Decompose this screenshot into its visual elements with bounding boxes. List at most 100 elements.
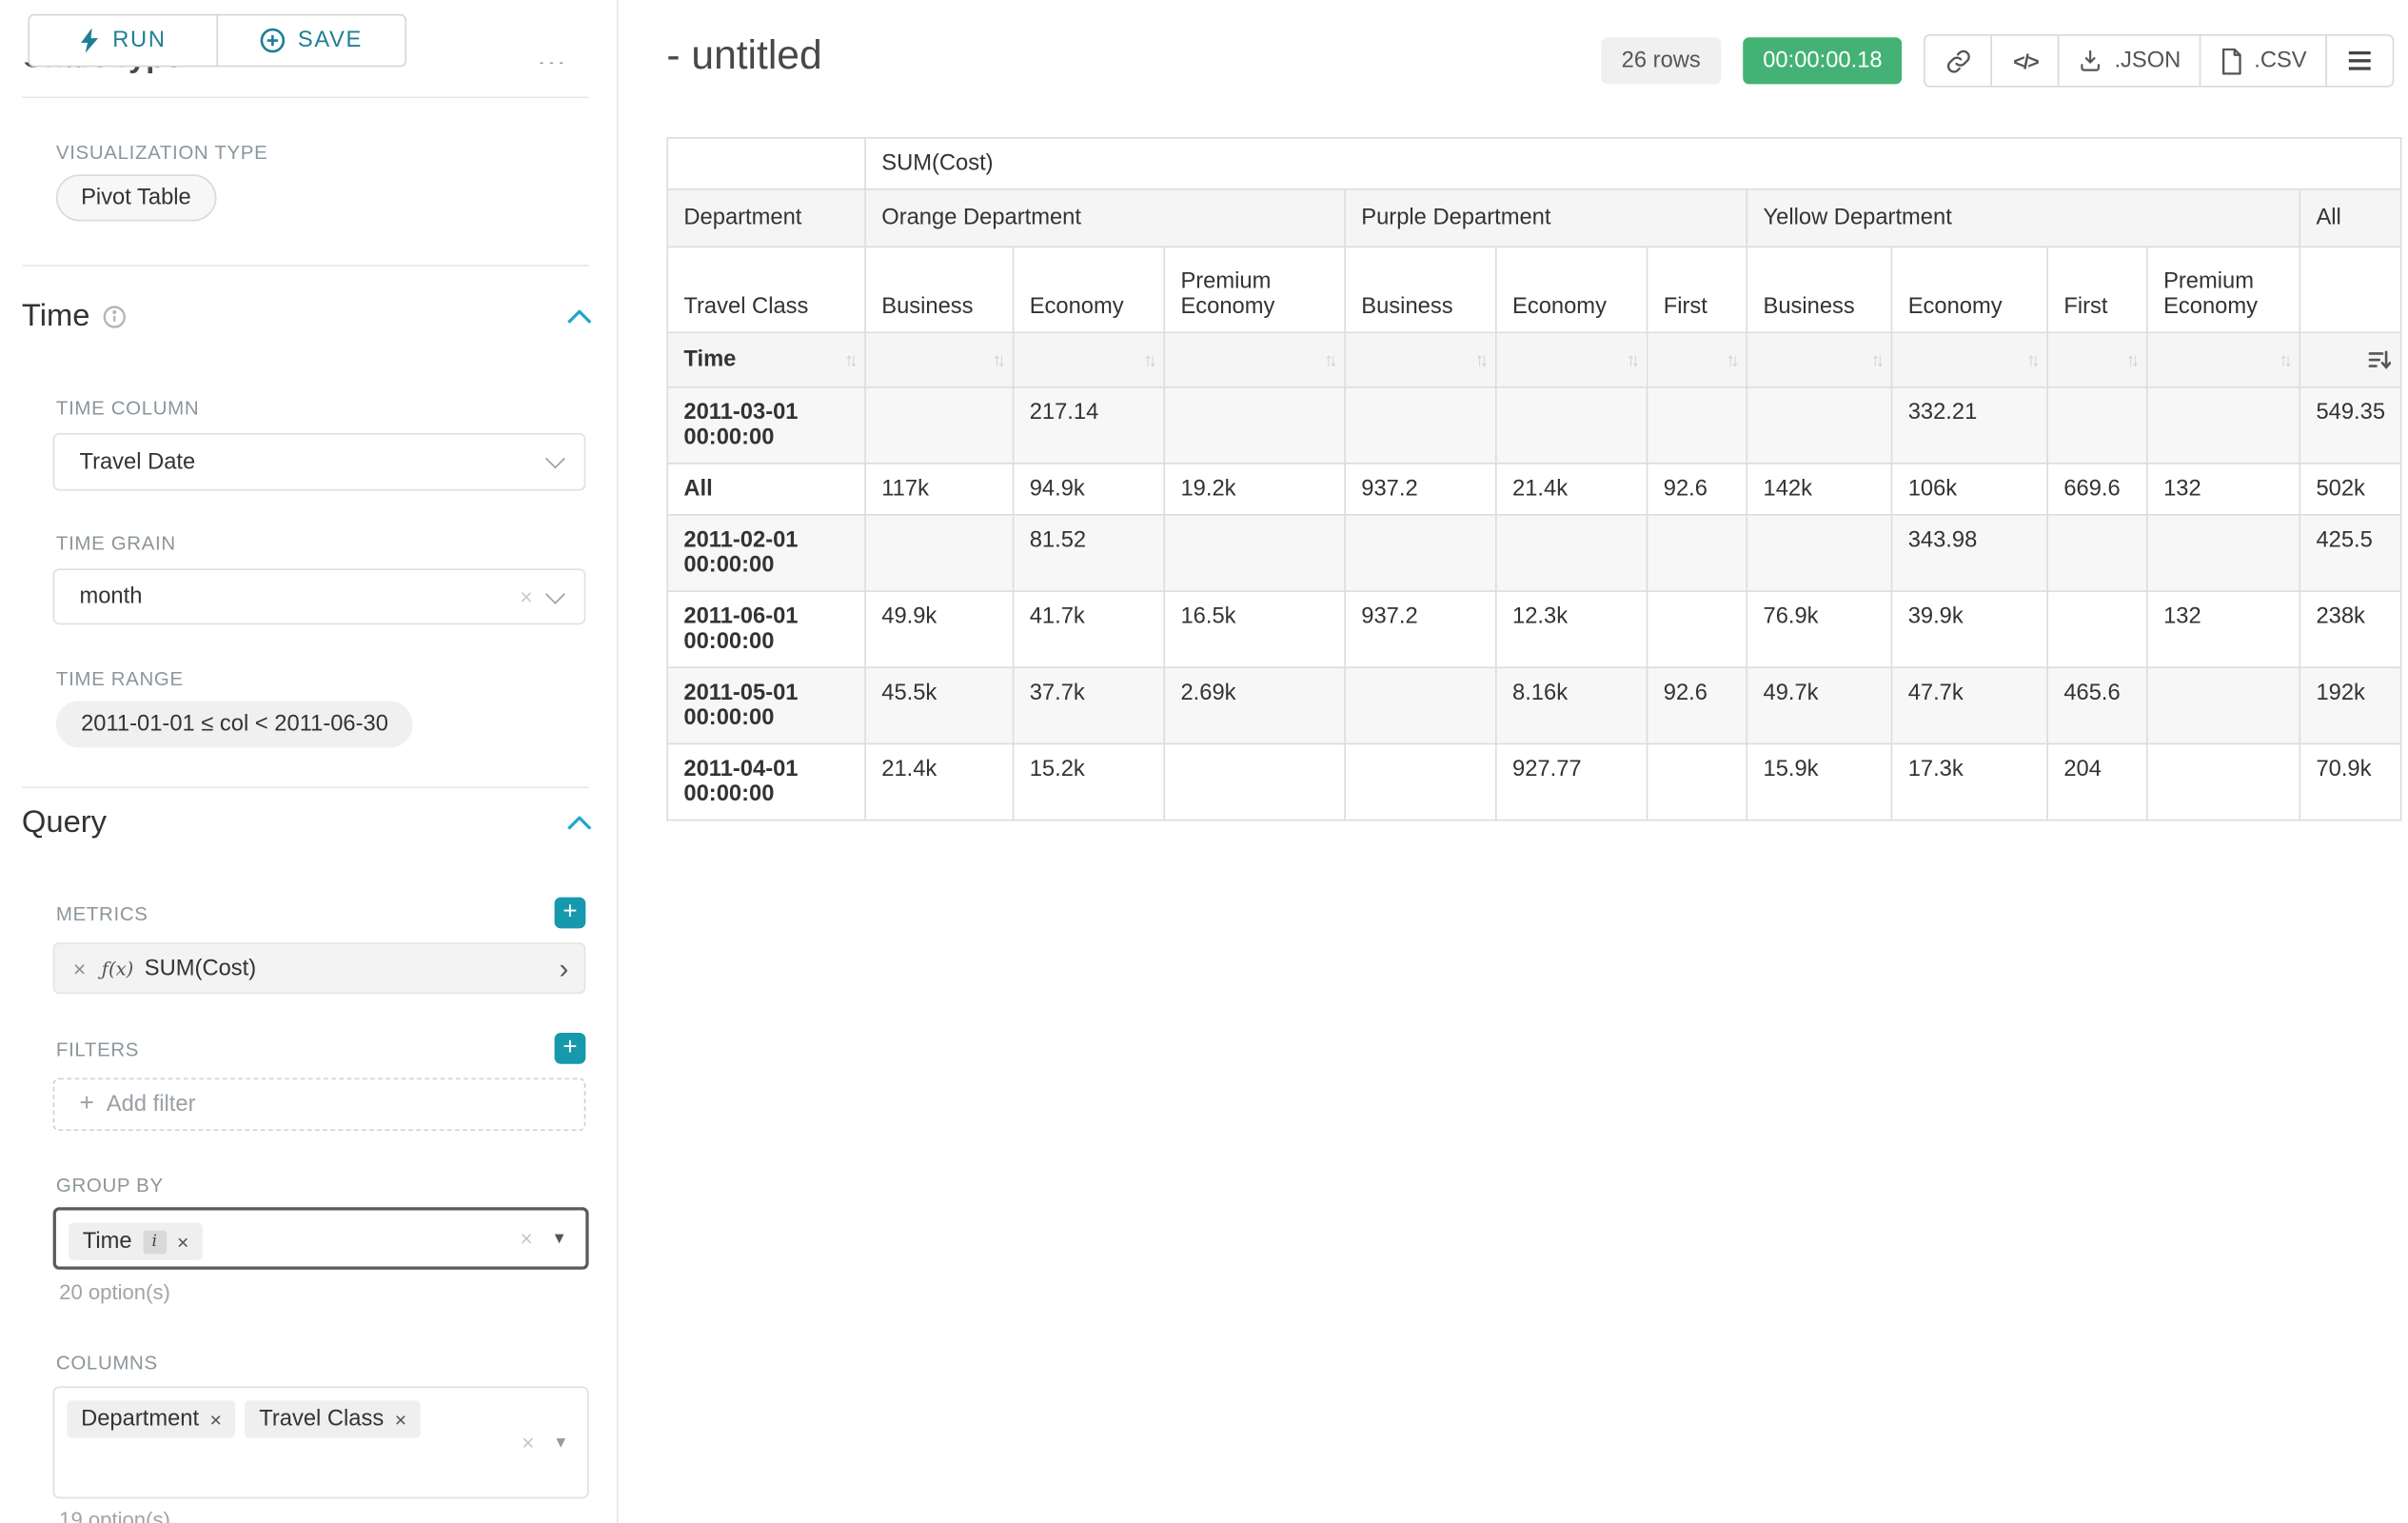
group-by-option-count: 20 option(s) bbox=[59, 1280, 170, 1304]
sort-icon[interactable]: ↑↓ bbox=[992, 348, 1006, 371]
data-cell: 15.2k bbox=[1012, 742, 1166, 821]
column-sort-cell[interactable]: ↑↓ bbox=[2146, 331, 2301, 388]
sort-descending-icon[interactable] bbox=[2368, 348, 2393, 372]
remove-metric-icon[interactable]: × bbox=[72, 955, 87, 981]
sort-icon[interactable]: ↑↓ bbox=[1626, 348, 1640, 371]
sort-icon[interactable]: ↑↓ bbox=[2125, 348, 2141, 371]
travel-class-header-cell: Travel Class bbox=[666, 246, 866, 334]
table-row: 2011-04-01 00:00:00 21.4k 15.2k 927.77 15.9k… bbox=[666, 742, 2403, 821]
column-sort-cell[interactable]: ↑↓ bbox=[1646, 331, 1748, 388]
chevron-up-icon[interactable] bbox=[567, 308, 592, 325]
data-cell bbox=[1344, 742, 1497, 821]
time-range-label: TIME RANGE bbox=[55, 668, 184, 690]
chevron-right-icon[interactable]: › bbox=[559, 952, 569, 984]
data-cell: 106k bbox=[1890, 463, 2048, 516]
data-cell: 45.5k bbox=[864, 666, 1015, 745]
sort-icon[interactable]: ↑↓ bbox=[843, 348, 859, 371]
chevron-up-icon[interactable] bbox=[567, 815, 592, 831]
share-link-button[interactable] bbox=[1924, 34, 1993, 88]
sort-icon[interactable]: ↑↓ bbox=[1870, 348, 1885, 371]
sort-icon[interactable]: ↑↓ bbox=[2026, 348, 2041, 371]
caret-down-icon[interactable]: ▼ bbox=[551, 1230, 567, 1248]
column-sort-cell[interactable]: ↑↓ bbox=[1163, 331, 1346, 388]
data-cell: 49.7k bbox=[1746, 666, 1893, 745]
column-sort-cell-active[interactable] bbox=[2299, 331, 2403, 388]
column-sort-cell[interactable]: ↑↓ bbox=[1495, 331, 1648, 388]
sort-icon[interactable]: ↑↓ bbox=[1324, 348, 1338, 371]
column-sort-cell[interactable]: ↑↓ bbox=[1746, 331, 1893, 388]
column-sort-cell[interactable]: ↑↓ bbox=[1344, 331, 1497, 388]
chip-remove-icon[interactable]: × bbox=[394, 1407, 407, 1432]
clear-icon[interactable]: × bbox=[522, 1430, 535, 1455]
metric-chip[interactable]: × ƒ(x) SUM(Cost) › bbox=[52, 942, 586, 995]
run-button[interactable]: RUN bbox=[28, 13, 219, 68]
time-column-select[interactable]: Travel Date bbox=[52, 432, 586, 491]
chip-label: Department bbox=[81, 1406, 200, 1432]
time-sort-header-cell[interactable]: Time ↑↓ bbox=[666, 331, 866, 388]
row-header-cell: 2011-04-01 00:00:00 bbox=[666, 742, 866, 821]
info-badge-icon[interactable]: i bbox=[143, 1230, 167, 1254]
data-cell: 204 bbox=[2046, 742, 2148, 821]
class-header-cell bbox=[2299, 246, 2403, 334]
query-section-title: Query bbox=[21, 805, 108, 841]
visualization-type-pill[interactable]: Pivot Table bbox=[55, 174, 216, 222]
add-filter-dropzone[interactable]: + Add filter bbox=[52, 1078, 586, 1132]
clear-icon[interactable]: × bbox=[520, 1225, 533, 1252]
data-cell bbox=[1646, 590, 1748, 669]
data-cell: 12.3k bbox=[1495, 590, 1648, 669]
columns-chips: Department × Travel Class × bbox=[67, 1400, 421, 1438]
data-cell bbox=[1344, 666, 1497, 745]
hamburger-menu-icon bbox=[2347, 49, 2372, 71]
value-chip[interactable]: Department × bbox=[67, 1400, 236, 1438]
add-filter-button[interactable]: + bbox=[554, 1032, 586, 1064]
time-grain-select[interactable]: month × bbox=[52, 568, 586, 625]
column-sort-cell[interactable]: ↑↓ bbox=[1012, 331, 1166, 388]
chip-remove-icon[interactable]: × bbox=[209, 1407, 222, 1432]
section-divider bbox=[21, 265, 589, 267]
value-chip[interactable]: Time i × bbox=[69, 1222, 204, 1260]
sort-icon[interactable]: ↑↓ bbox=[1474, 348, 1490, 371]
export-json-label: .JSON bbox=[2114, 48, 2181, 73]
table-row: 2011-06-01 00:00:00 49.9k 41.7k 16.5k 937.2 1… bbox=[666, 590, 2403, 669]
save-button[interactable]: SAVE bbox=[216, 13, 407, 68]
time-column-value: Travel Date bbox=[79, 449, 196, 475]
chip-label: Time bbox=[82, 1229, 132, 1255]
chip-remove-icon[interactable]: × bbox=[177, 1230, 189, 1254]
row-header-cell: 2011-03-01 00:00:00 bbox=[666, 386, 866, 465]
embed-code-button[interactable]: </> bbox=[1991, 34, 2061, 88]
data-cell: 238k bbox=[2299, 590, 2403, 669]
add-metric-button[interactable]: + bbox=[554, 897, 586, 929]
sort-icon[interactable]: ↑↓ bbox=[1726, 348, 1740, 371]
time-range-pill[interactable]: 2011-01-01 ≤ col < 2011-06-30 bbox=[55, 701, 414, 748]
data-cell: 465.6 bbox=[2046, 666, 2148, 745]
data-cell bbox=[864, 514, 1015, 592]
data-cell bbox=[2046, 590, 2148, 669]
clear-icon[interactable]: × bbox=[520, 583, 533, 609]
sort-icon[interactable]: ↑↓ bbox=[1143, 348, 1157, 371]
data-cell: 92.6 bbox=[1646, 666, 1748, 745]
info-circle-icon[interactable] bbox=[103, 306, 127, 329]
data-cell bbox=[1646, 514, 1748, 592]
data-cell bbox=[2146, 742, 2301, 821]
caret-down-icon[interactable]: ▼ bbox=[553, 1434, 569, 1452]
result-panel: - untitled 26 rows 00:00:00.18 </> .JSON bbox=[618, 0, 2408, 1523]
chart-config-sidebar: Chart Type … RUN SAVE VISUALIZATION TYPE… bbox=[0, 0, 619, 1523]
columns-select[interactable]: Department × Travel Class × × ▼ bbox=[52, 1386, 589, 1499]
group-by-select[interactable]: Time i × × ▼ bbox=[52, 1207, 589, 1270]
chart-title[interactable]: - untitled bbox=[666, 30, 822, 78]
column-sort-cell[interactable]: ↑↓ bbox=[2046, 331, 2148, 388]
corner-cell bbox=[666, 137, 866, 190]
data-cell: 8.16k bbox=[1495, 666, 1648, 745]
column-sort-cell[interactable]: ↑↓ bbox=[1890, 331, 2048, 388]
table-row: 2011-03-01 00:00:00 217.14 332.21 549.35 bbox=[666, 386, 2403, 465]
data-cell: 94.9k bbox=[1012, 463, 1166, 516]
value-chip[interactable]: Travel Class × bbox=[245, 1400, 421, 1438]
column-sort-cell[interactable]: ↑↓ bbox=[864, 331, 1015, 388]
group-by-label: GROUP BY bbox=[55, 1174, 164, 1197]
more-options-button[interactable] bbox=[2325, 34, 2395, 88]
chevron-down-icon bbox=[544, 583, 565, 603]
export-csv-button[interactable]: .CSV bbox=[2199, 34, 2327, 88]
class-header-cell: Business bbox=[1746, 246, 1893, 334]
sort-icon[interactable]: ↑↓ bbox=[2279, 348, 2293, 371]
export-json-button[interactable]: .JSON bbox=[2058, 34, 2201, 88]
